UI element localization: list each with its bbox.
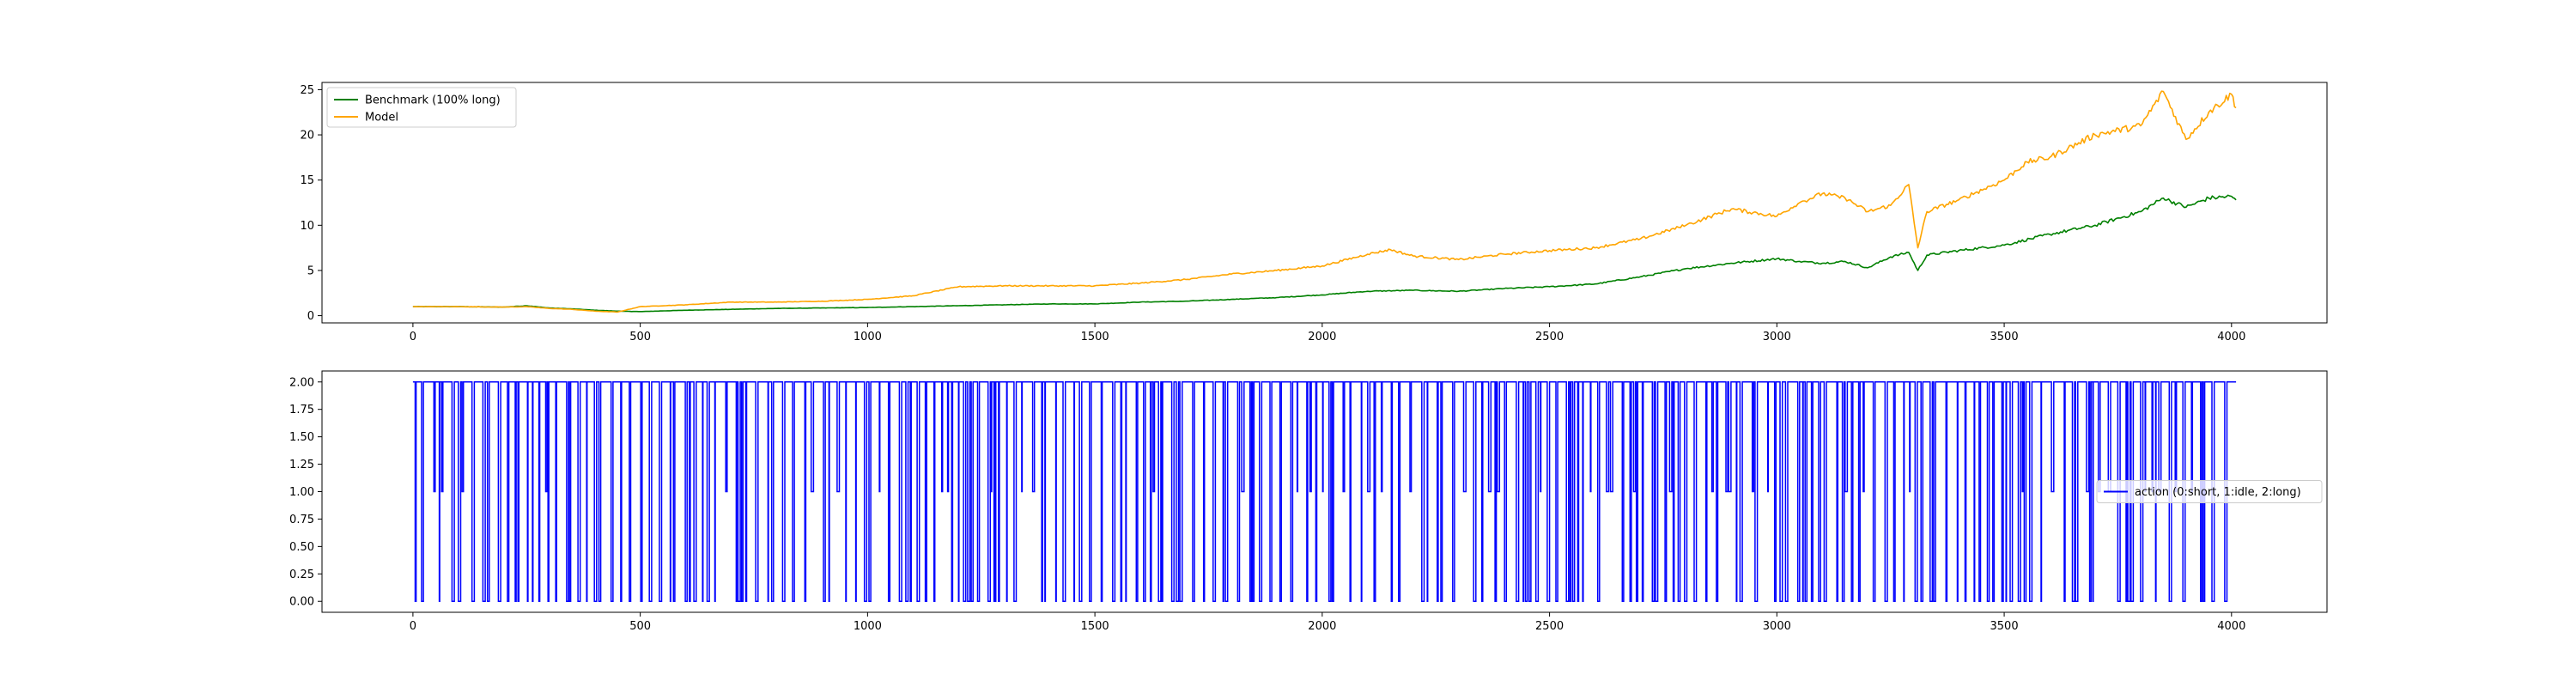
x-tick-label: 3000 — [1763, 331, 1791, 344]
y-tick-label: 5 — [307, 264, 314, 277]
x-tick-label: 4000 — [2217, 620, 2245, 633]
x-tick-label: 0 — [410, 620, 416, 633]
top-chart-lines — [412, 90, 2237, 313]
x-tick-label: 500 — [629, 620, 651, 633]
legend-label: action (0:short, 1:idle, 2:long) — [2135, 486, 2301, 499]
top-chart-frame — [321, 82, 2328, 324]
bottom-chart-x-ticks: 0 500 1000 1500 2000 2500 3000 3500 4000 — [410, 612, 2245, 633]
x-tick-label: 2500 — [1535, 620, 1564, 633]
x-tick-label: 3500 — [1990, 331, 2019, 344]
y-tick-label: 20 — [300, 130, 314, 143]
x-tick-label: 2000 — [1308, 620, 1336, 633]
x-tick-label: 2000 — [1308, 331, 1336, 344]
y-tick-label: 0.25 — [289, 568, 314, 581]
x-tick-label: 3000 — [1763, 620, 1791, 633]
y-tick-label: 15 — [300, 174, 314, 187]
series-line-action — [412, 381, 2237, 602]
y-tick-label: 10 — [300, 220, 314, 233]
x-tick-label: 2500 — [1535, 331, 1564, 344]
y-tick-label: 1.00 — [289, 486, 314, 499]
bottom-chart-y-ticks: 0.00 0.25 0.50 0.75 1.00 1.25 1.50 1.75 2.00 — [289, 376, 322, 609]
legend-box — [326, 87, 517, 128]
x-tick-label: 1500 — [1081, 620, 1109, 633]
y-tick-label: 0.00 — [289, 596, 314, 609]
y-tick-label: 1.75 — [289, 404, 314, 416]
legend-box — [2096, 480, 2323, 503]
bottom-chart-lines — [412, 381, 2237, 602]
series-line-model — [412, 90, 2237, 313]
y-tick-label: 25 — [300, 84, 314, 97]
series-line-benchmark — [412, 194, 2237, 313]
top-chart-legend: Benchmark (100% long) Model — [326, 87, 517, 128]
y-tick-label: 0.75 — [289, 514, 314, 526]
x-tick-label: 1000 — [854, 331, 882, 344]
y-tick-label: 0 — [307, 310, 314, 323]
x-tick-label: 0 — [410, 331, 416, 344]
top-chart-x-ticks: 0 500 1000 1500 2000 2500 3000 3500 4000 — [410, 323, 2245, 344]
legend-label: Benchmark (100% long) — [365, 94, 501, 107]
y-tick-label: 0.50 — [289, 541, 314, 554]
y-tick-label: 1.25 — [289, 459, 314, 471]
y-tick-label: 2.00 — [289, 376, 314, 389]
x-tick-label: 1500 — [1081, 331, 1109, 344]
top-chart-y-ticks: 0 5 10 15 20 25 — [300, 84, 322, 323]
legend-label: Model — [365, 112, 398, 125]
x-tick-label: 3500 — [1990, 620, 2019, 633]
top-chart: 0 500 1000 1500 2000 2500 3000 3500 4000 0 5 10 15 2… — [300, 82, 2328, 344]
y-tick-label: 1.50 — [289, 431, 314, 444]
bottom-chart-legend: action (0:short, 1:idle, 2:long) — [2096, 480, 2323, 503]
bottom-chart: 0 500 1000 1500 2000 2500 3000 3500 4000 0.00 0.2… — [289, 370, 2328, 633]
x-tick-label: 4000 — [2217, 331, 2245, 344]
x-tick-label: 500 — [629, 331, 651, 344]
x-tick-label: 1000 — [854, 620, 882, 633]
